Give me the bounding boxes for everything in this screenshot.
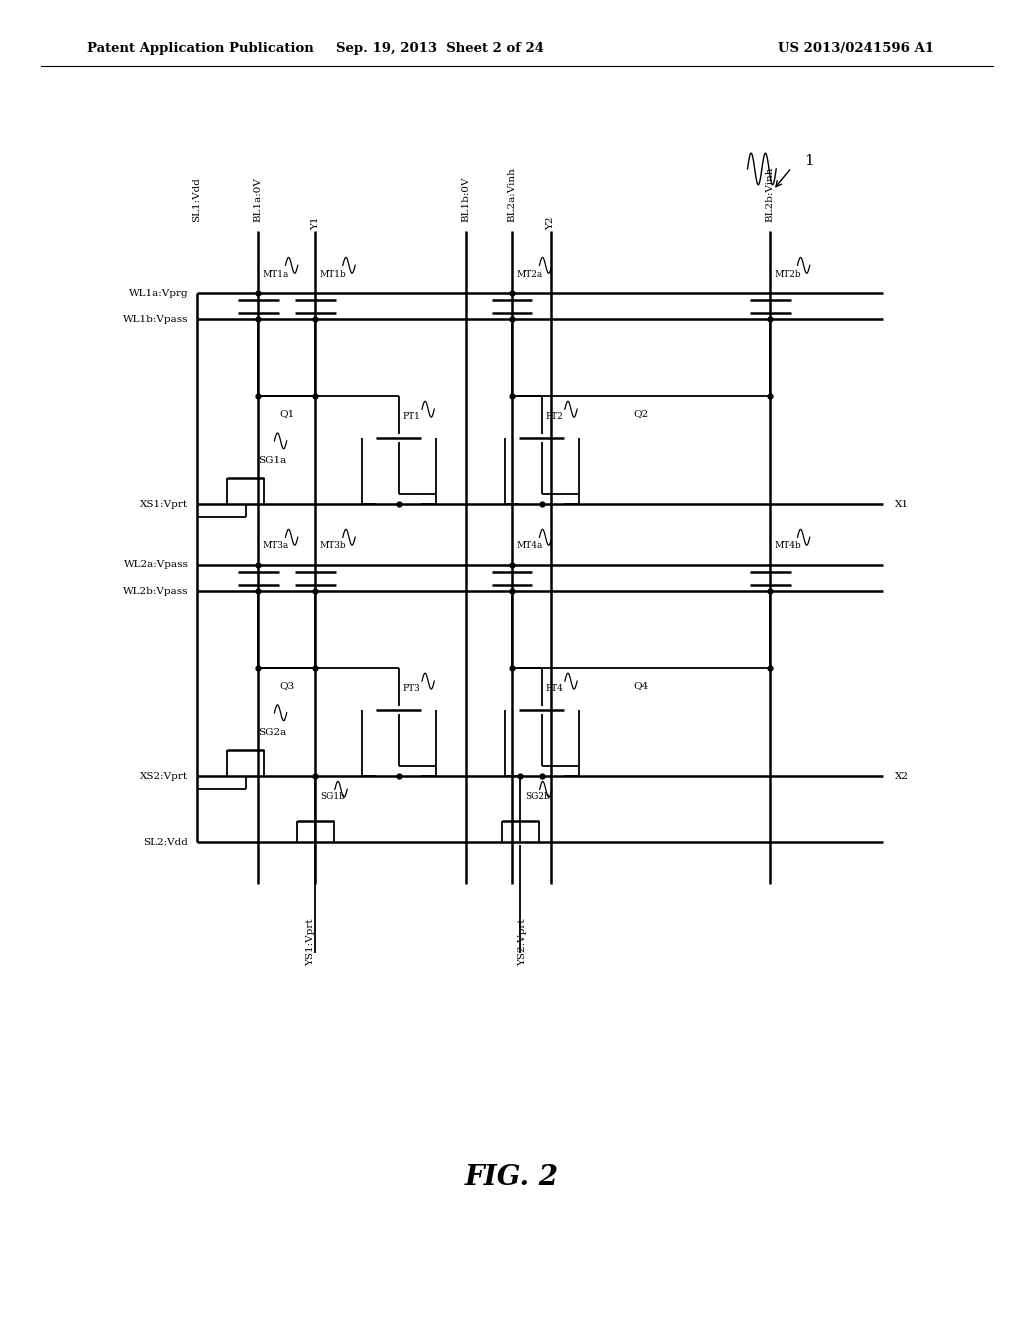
Text: PT1: PT1 — [403, 412, 421, 421]
Text: XS1:Vprt: XS1:Vprt — [140, 500, 188, 508]
Text: MT2a: MT2a — [516, 269, 543, 279]
Text: YS2:Vprt: YS2:Vprt — [518, 919, 526, 966]
Text: MT1a: MT1a — [262, 269, 289, 279]
Text: 1: 1 — [804, 154, 814, 168]
Text: SL2:Vdd: SL2:Vdd — [143, 838, 188, 846]
Text: X2: X2 — [895, 772, 909, 780]
Text: PT4: PT4 — [546, 684, 563, 693]
Text: PT3: PT3 — [403, 684, 421, 693]
Text: BL1b:0V: BL1b:0V — [462, 177, 470, 222]
Text: SG2a: SG2a — [258, 729, 287, 737]
Text: Q1: Q1 — [280, 409, 294, 418]
Text: US 2013/0241596 A1: US 2013/0241596 A1 — [778, 42, 934, 55]
Text: SG1b: SG1b — [321, 792, 345, 801]
Text: Y1: Y1 — [311, 216, 319, 230]
Text: WL2a:Vpass: WL2a:Vpass — [124, 561, 188, 569]
Text: SL1:Vdd: SL1:Vdd — [193, 177, 201, 222]
Text: SG2b: SG2b — [525, 792, 550, 801]
Text: BL1a:0V: BL1a:0V — [254, 177, 262, 222]
Text: SG1a: SG1a — [258, 457, 287, 465]
Text: Sep. 19, 2013  Sheet 2 of 24: Sep. 19, 2013 Sheet 2 of 24 — [336, 42, 545, 55]
Text: Patent Application Publication: Patent Application Publication — [87, 42, 313, 55]
Text: X1: X1 — [895, 500, 909, 508]
Text: YS1:Vprt: YS1:Vprt — [306, 919, 314, 966]
Text: MT4b: MT4b — [774, 541, 801, 550]
Text: Y2: Y2 — [547, 216, 555, 230]
Text: MT3a: MT3a — [262, 541, 289, 550]
Text: BL2a:Vinh: BL2a:Vinh — [508, 166, 516, 222]
Text: MT1b: MT1b — [319, 269, 346, 279]
Text: MT3b: MT3b — [319, 541, 346, 550]
Text: WL1a:Vprg: WL1a:Vprg — [129, 289, 188, 297]
Text: FIG. 2: FIG. 2 — [465, 1164, 559, 1191]
Text: WL2b:Vpass: WL2b:Vpass — [123, 587, 188, 595]
Text: Q4: Q4 — [634, 681, 648, 690]
Text: Q3: Q3 — [280, 681, 294, 690]
Text: BL2b:Vinh: BL2b:Vinh — [766, 166, 774, 222]
Text: PT2: PT2 — [546, 412, 563, 421]
Text: MT2b: MT2b — [774, 269, 801, 279]
Text: MT4a: MT4a — [516, 541, 543, 550]
Text: WL1b:Vpass: WL1b:Vpass — [123, 315, 188, 323]
Text: Q2: Q2 — [634, 409, 648, 418]
Text: XS2:Vprt: XS2:Vprt — [140, 772, 188, 780]
